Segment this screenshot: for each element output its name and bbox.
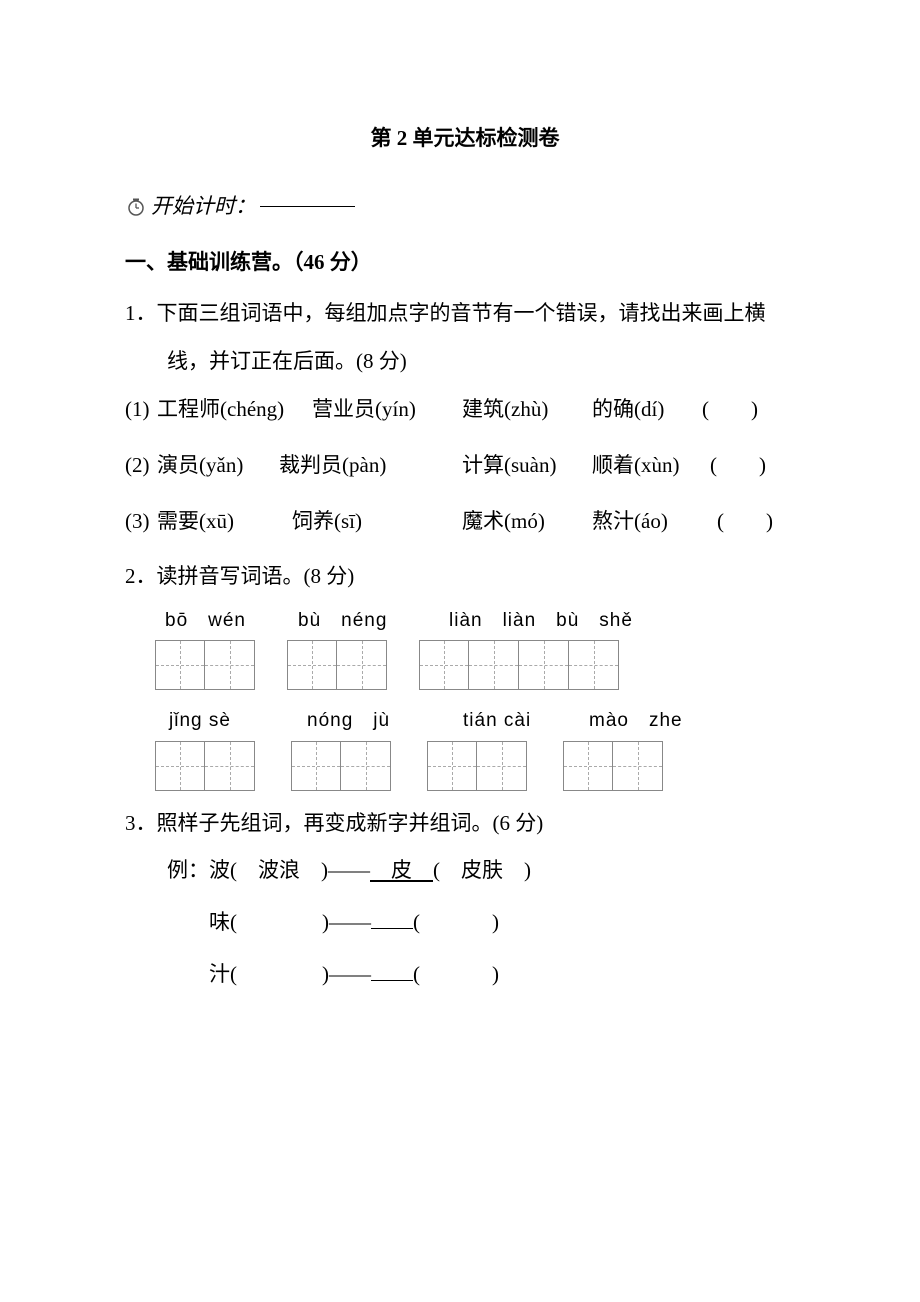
char-box-group[interactable] <box>419 640 619 690</box>
example-word1: 波浪 <box>237 858 321 882</box>
pinyin-labels-row2: jǐng sè nóng jù tián cài mào zhe <box>155 704 805 738</box>
page-title: 第 2 单元达标检测卷 <box>125 120 805 158</box>
row-num: (1) <box>125 391 157 429</box>
q1-row-2: (2) 演员(yǎn) 裁判员(pàn) 计算(suàn) 顺着(xùn) ( … <box>125 447 805 485</box>
q2-text: 2．读拼音写词语。(8 分) <box>125 558 805 596</box>
word-d: 的确(dí) <box>592 391 702 429</box>
char-box-group[interactable] <box>427 741 527 791</box>
timer-blank[interactable] <box>260 206 355 207</box>
word-b: 饲养(sī) <box>292 503 462 541</box>
q3-fill-2: 汁()——() <box>125 956 805 994</box>
q1-row-1: (1) 工程师(chéng) 营业员(yín) 建筑(zhù) 的确(dí) (… <box>125 391 805 429</box>
example-prefix: 例：波( <box>167 858 237 882</box>
char-boxes-row2 <box>155 741 805 791</box>
char-box-group[interactable] <box>155 640 255 690</box>
q1-row-3: (3) 需要(xū) 饲养(sī) 魔术(mó) 熬汁(áo) ( ) <box>125 503 805 541</box>
q3-fill-1: 味()——() <box>125 904 805 942</box>
char-box-group[interactable] <box>291 741 391 791</box>
timer-row: 开始计时： <box>125 188 805 226</box>
fill-newchar-blank[interactable] <box>371 980 413 981</box>
q3-text: 3．照样子先组词，再变成新字并组词。(6 分) <box>125 805 805 843</box>
q1-line1: 1．下面三组词语中，每组加点字的音节有一个错误，请找出来画上横 <box>125 295 805 333</box>
fill-newchar-blank[interactable] <box>371 928 413 929</box>
pinyin-label: jǐng sè <box>155 704 293 738</box>
row-num: (2) <box>125 447 157 485</box>
pinyin-label: mào zhe <box>575 704 683 738</box>
pinyin-label: bō wén <box>155 604 280 638</box>
row-num: (3) <box>125 503 157 541</box>
word-b: 裁判员(pàn) <box>279 447 462 485</box>
char-box-group[interactable] <box>287 640 387 690</box>
word-d: 顺着(xùn) <box>592 447 710 485</box>
word-c: 计算(suàn) <box>462 447 592 485</box>
pinyin-label: bù néng <box>280 604 425 638</box>
clock-icon <box>125 196 147 218</box>
word-b: 营业员(yín) <box>312 391 462 429</box>
example-newchar: 皮 <box>370 858 433 882</box>
example-mid: )—— <box>321 858 370 882</box>
word-c: 建筑(zhù) <box>462 391 592 429</box>
answer-paren[interactable]: ( ) <box>702 391 758 429</box>
pinyin-labels-row1: bō wén bù néng liàn liàn bù shě <box>155 604 805 638</box>
q3-example: 例：波( 波浪 )—— 皮 ( 皮肤 ) <box>125 852 805 890</box>
char-box-group[interactable] <box>563 741 663 791</box>
fill-char: 汁 <box>209 962 230 986</box>
char-box-group[interactable] <box>155 741 255 791</box>
example-word2: 皮肤 <box>440 858 524 882</box>
fill-char: 味 <box>209 910 230 934</box>
pinyin-label: liàn liàn bù shě <box>425 604 633 638</box>
pinyin-label: nóng jù <box>293 704 443 738</box>
pinyin-grid-section: bō wén bù néng liàn liàn bù shě jǐng sè … <box>125 604 805 790</box>
answer-paren[interactable]: ( ) <box>710 447 766 485</box>
word-a: 需要(xū) <box>157 503 292 541</box>
word-a: 演员(yǎn) <box>157 447 279 485</box>
pinyin-label: tián cài <box>443 704 575 738</box>
word-c: 魔术(mó) <box>462 503 592 541</box>
timer-label: 开始计时： <box>151 188 256 226</box>
char-boxes-row1 <box>155 640 805 690</box>
q1-line2: 线，并订正在后面。(8 分) <box>125 343 805 381</box>
section-header: 一、基础训练营。（46 分） <box>125 244 805 282</box>
example-paren2: ( <box>433 858 440 882</box>
example-end: ) <box>524 858 531 882</box>
word-a: 工程师(chéng) <box>157 391 312 429</box>
answer-paren[interactable]: ( ) <box>717 503 773 541</box>
word-d: 熬汁(áo) <box>592 503 717 541</box>
